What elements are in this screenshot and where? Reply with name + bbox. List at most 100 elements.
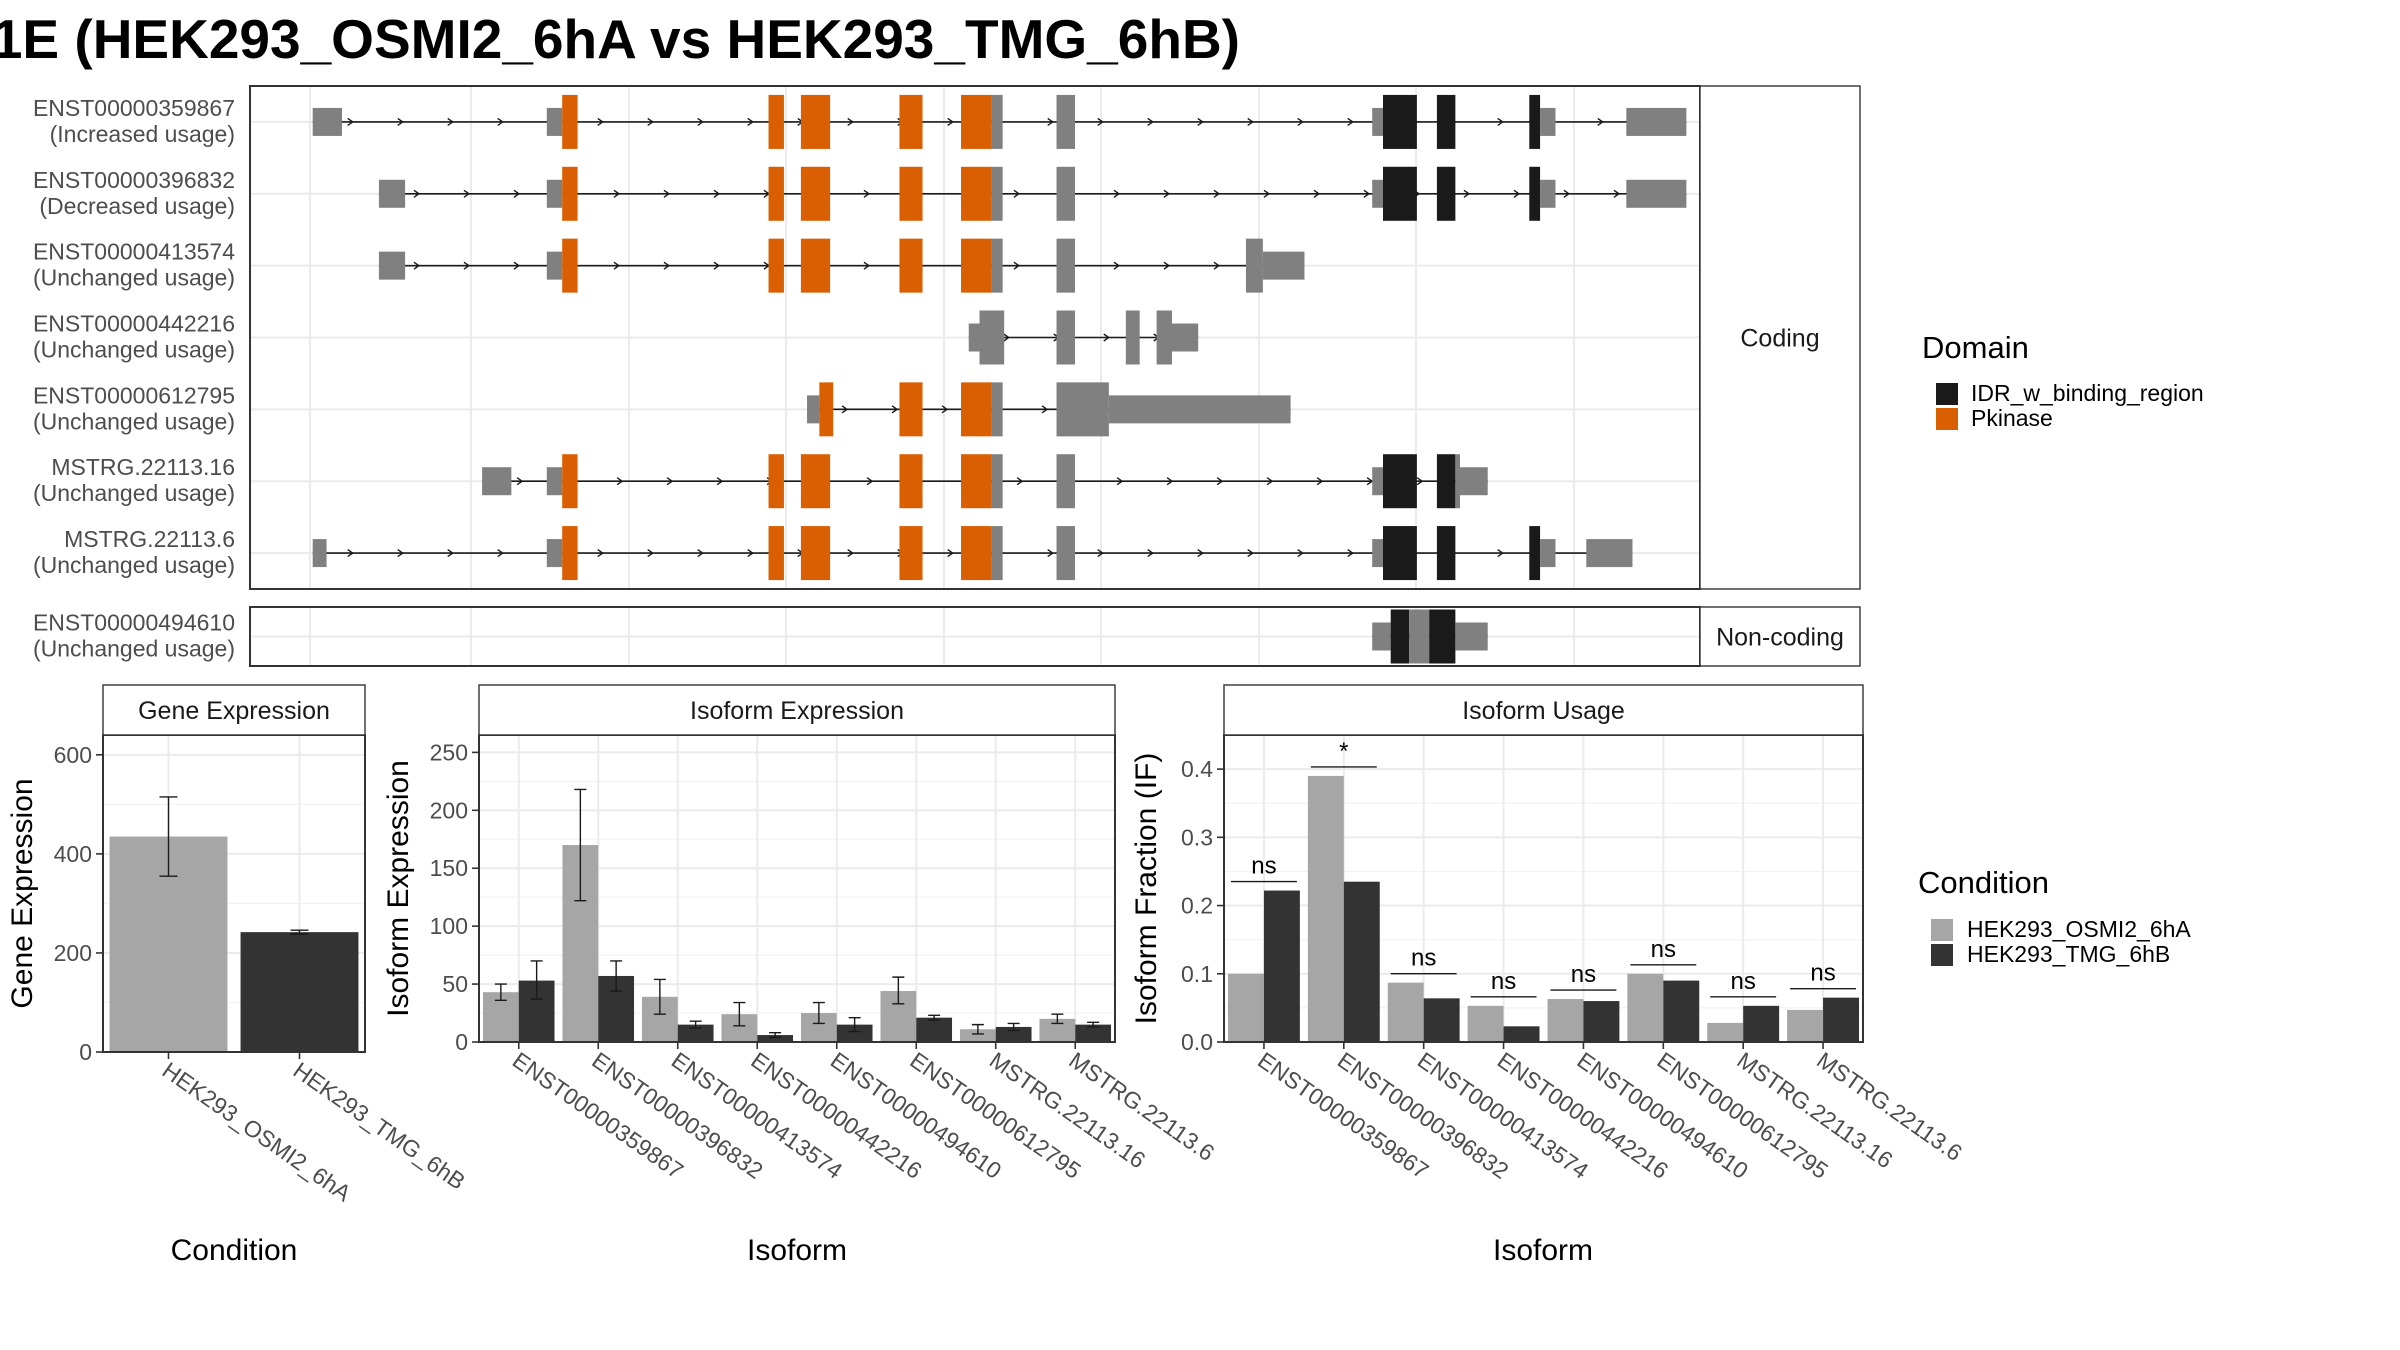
strand-arrow <box>616 477 624 486</box>
domain-block <box>1436 94 1456 149</box>
bar <box>1583 1001 1620 1042</box>
domain-block <box>562 94 578 149</box>
bar <box>836 1024 873 1042</box>
isoform-id-label: MSTRG.22113.16 <box>51 454 235 480</box>
coding-transcripts-panel: ENST00000359867(Increased usage) ENST0000… <box>33 85 1861 590</box>
y-tick-label: 0.4 <box>1181 756 1213 782</box>
strand-arrow <box>613 261 621 270</box>
domain-block <box>1436 166 1456 221</box>
strand-arrow <box>713 261 721 270</box>
error-bar <box>494 983 507 1001</box>
domain-block <box>1529 166 1541 221</box>
strand-arrow <box>1347 548 1354 558</box>
strand-arrow <box>1116 477 1124 486</box>
bar <box>1467 1005 1504 1042</box>
strand-arrow <box>1363 189 1371 198</box>
isoform-id-label: ENST00000359867 <box>33 95 235 121</box>
strand-arrow <box>1166 477 1174 486</box>
y-axis-title: Gene Expression <box>6 778 39 1008</box>
domain-block <box>768 166 784 221</box>
exon-block <box>1540 539 1556 568</box>
y-tick-label: 400 <box>54 841 92 867</box>
exon-block <box>1626 107 1687 136</box>
exon-block <box>991 238 1003 293</box>
x-axis-title: Isoform <box>747 1234 847 1267</box>
strand-arrow <box>1197 117 1204 127</box>
strand-arrow <box>1147 117 1154 127</box>
isoform-usage-chart: 0.0 0.1 0.2 0.3 0.4 ns * ns ns ns ns ns ns Isoform Us… <box>1130 684 1967 1267</box>
domain-block <box>899 238 923 293</box>
legend-item-label: HEK293_OSMI2_6hA <box>1967 916 2191 942</box>
strand-arrow <box>1197 548 1204 558</box>
domain-block <box>1383 94 1417 149</box>
strand-arrow <box>941 405 949 414</box>
domain-block <box>961 382 992 437</box>
isoform-id-label: ENST00000396832 <box>33 167 235 193</box>
exon-block <box>991 382 1003 437</box>
exon-block <box>1125 310 1140 365</box>
bar <box>1227 973 1264 1042</box>
strand-arrow <box>1247 117 1254 127</box>
strand-arrow <box>1613 189 1621 198</box>
error-bar <box>971 1023 984 1035</box>
significance-label: * <box>1339 738 1348 765</box>
significance-label: ns <box>1491 968 1516 995</box>
strand-arrow <box>447 548 454 558</box>
bar <box>1663 980 1700 1042</box>
exon-block <box>979 310 1005 365</box>
legend-swatch <box>1931 944 1953 966</box>
strand-arrow <box>1216 477 1224 486</box>
exon-block <box>991 454 1003 509</box>
bar <box>1503 1026 1540 1042</box>
strand-arrow <box>1416 477 1424 486</box>
strip-background <box>1223 684 1864 736</box>
bar <box>1627 973 1664 1042</box>
error-bar <box>1087 1021 1100 1028</box>
domain-block <box>768 238 784 293</box>
error-bar <box>733 1001 746 1027</box>
exon-block <box>546 179 563 208</box>
isoform-usage-label: (Unchanged usage) <box>33 480 235 506</box>
error-bar <box>689 1020 702 1029</box>
domain-block <box>899 166 923 221</box>
legend-item-label: IDR_w_binding_region <box>1971 380 2204 406</box>
strand-arrow <box>516 477 524 486</box>
domain-block <box>562 454 578 509</box>
y-tick-label: 50 <box>442 971 468 997</box>
domain-block <box>961 94 992 149</box>
y-tick-label: 0 <box>79 1039 92 1065</box>
exon-block <box>546 251 563 280</box>
bar <box>1263 890 1300 1042</box>
exon-block <box>312 107 342 136</box>
legend-swatch <box>1931 919 1953 941</box>
exon-block <box>1372 622 1391 651</box>
strand-arrow <box>1047 548 1054 558</box>
domain-block <box>800 166 831 221</box>
isoform-usage-label: (Unchanged usage) <box>33 337 235 363</box>
y-tick-label: 200 <box>54 940 92 966</box>
strand-arrow <box>1247 548 1254 558</box>
bar <box>959 1029 996 1042</box>
strand-arrow <box>947 117 954 127</box>
strand-arrow <box>1013 189 1021 198</box>
strand-arrow <box>1597 117 1604 127</box>
strand-arrow <box>413 261 421 270</box>
exon-block <box>1372 467 1383 496</box>
y-tick-label: 0 <box>455 1029 468 1055</box>
figure-title: Gene isoform switch in CSNK1E (HEK293_OS… <box>0 8 1240 70</box>
legend-swatch <box>1936 408 1958 430</box>
strand-arrow <box>497 548 504 558</box>
y-tick-label: 0.2 <box>1181 893 1213 919</box>
strand-arrow <box>1497 117 1504 127</box>
exon-block <box>1056 382 1109 437</box>
domain-block <box>1436 454 1456 509</box>
strand-arrow <box>1297 117 1304 127</box>
strand-arrow <box>497 117 504 127</box>
strip-background <box>1699 606 1861 667</box>
domain-block <box>1429 609 1456 664</box>
y-tick-label: 200 <box>430 797 468 823</box>
strand-arrow <box>1041 405 1049 414</box>
exon-block <box>1372 179 1383 208</box>
noncoding-transcripts-panel: ENST00000494610(Unchanged usage) Non-codi… <box>33 606 1861 667</box>
